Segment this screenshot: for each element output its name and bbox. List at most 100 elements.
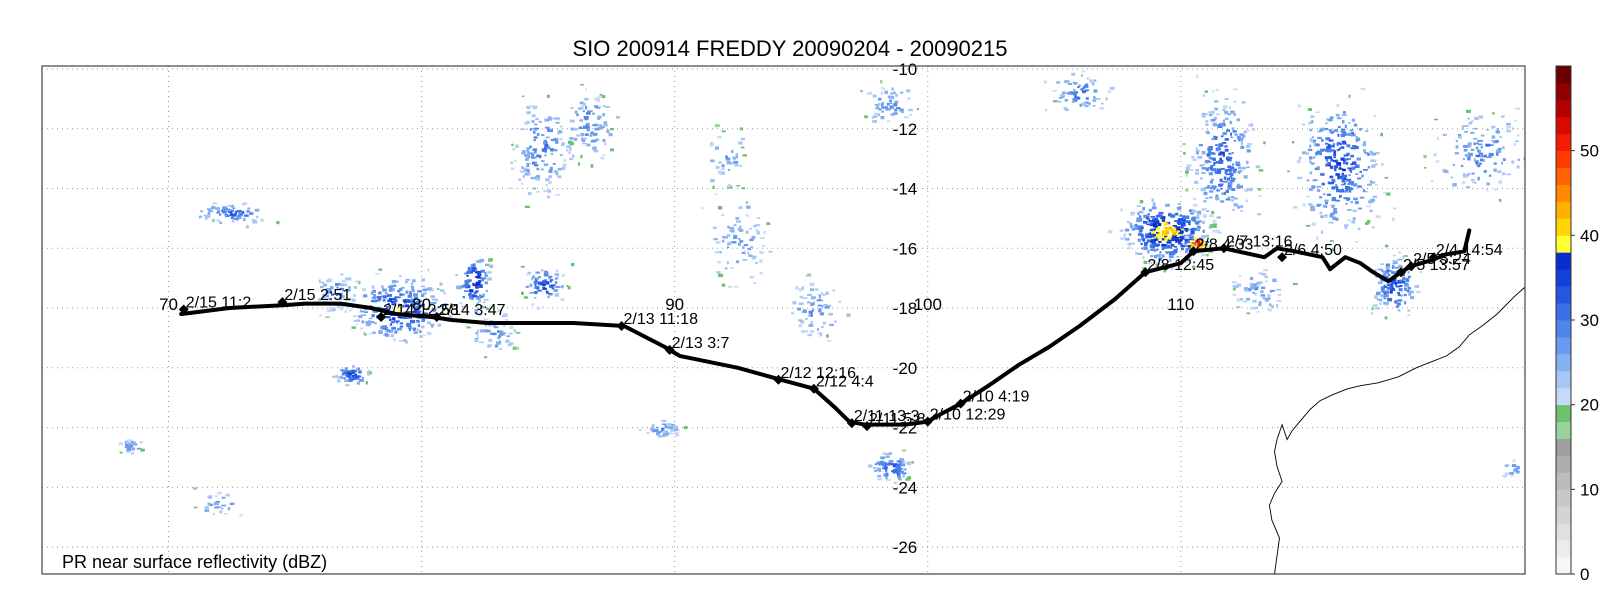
rain-cell (818, 332, 822, 335)
rain-cell (1511, 464, 1517, 468)
rain-cell (582, 137, 587, 141)
rain-cell (1078, 84, 1081, 88)
rain-cell (1357, 185, 1362, 188)
rain-cell (536, 306, 540, 310)
rain-cell (1195, 169, 1199, 172)
rain-cell (531, 114, 536, 118)
rain-cell (1194, 221, 1200, 225)
rain-cell (798, 325, 802, 328)
rain-cell (509, 325, 514, 330)
rain-cell (235, 217, 239, 221)
rain-cell (1342, 162, 1348, 165)
rain-cell (1129, 222, 1133, 226)
rain-cell (899, 108, 904, 112)
rain-cell (345, 373, 349, 377)
coastline (1268, 286, 1525, 574)
rain-cell (571, 154, 575, 158)
rain-cell (329, 285, 334, 290)
rain-cell (1468, 142, 1472, 146)
rain-cell (871, 116, 875, 119)
rain-cell (1472, 179, 1475, 184)
rain-cell (533, 281, 537, 284)
rain-cell (1154, 254, 1158, 259)
rain-cell (1498, 180, 1503, 184)
rain-cell (1071, 91, 1076, 95)
rain-cell (1148, 208, 1152, 212)
rain-cell (1314, 167, 1320, 171)
rain-cell (1404, 283, 1409, 287)
rain-cell (546, 291, 549, 295)
rain-cell (805, 330, 808, 333)
rain-cell (1494, 188, 1498, 191)
rain-cell (1128, 233, 1132, 236)
rain-cell (550, 148, 554, 152)
rain-cell (1378, 281, 1383, 285)
rain-cell (489, 306, 492, 309)
rain-cell (900, 91, 904, 94)
rain-cell (1217, 124, 1223, 128)
rain-cell (514, 144, 519, 147)
rain-cell (1080, 74, 1084, 77)
rain-cell (729, 227, 735, 230)
track-marker (376, 312, 387, 323)
rain-cell (1316, 236, 1319, 240)
rain-cell (1463, 145, 1468, 148)
rain-cell (906, 89, 911, 93)
rain-cell (1066, 92, 1072, 95)
rain-cell (1225, 198, 1231, 201)
rain-cell (484, 274, 488, 277)
rain-cell (901, 472, 907, 475)
rain-cell (1138, 252, 1143, 255)
rain-cell (885, 472, 889, 476)
rain-cell (1336, 142, 1339, 146)
rain-cell (477, 314, 482, 317)
rain-cell (1173, 249, 1178, 253)
rain-cell (1476, 142, 1479, 144)
rain-cell (592, 146, 597, 151)
rain-cell (361, 376, 364, 379)
rain-cell (1227, 165, 1232, 169)
rain-cell (391, 334, 394, 338)
rain-cell (1218, 143, 1222, 146)
rain-cell (898, 470, 903, 473)
rain-cell (1232, 287, 1236, 291)
rain-cell (880, 116, 885, 120)
rain-cell (1470, 132, 1475, 134)
rain-cell (1341, 179, 1346, 183)
rain-cell (1062, 91, 1067, 95)
rain-cell (1209, 214, 1214, 218)
rain-cell (1309, 160, 1312, 164)
rain-cell (585, 106, 588, 110)
rain-cell (505, 339, 510, 343)
rain-cell (1093, 79, 1097, 82)
rain-cell (124, 440, 128, 444)
rain-cell (550, 279, 554, 282)
rain-cell (876, 478, 880, 481)
rain-cell (525, 120, 530, 125)
rain-cell (672, 427, 676, 431)
rain-cell (434, 299, 439, 302)
rain-cell (1371, 225, 1375, 229)
rain-cell (203, 214, 206, 217)
rain-cell (1479, 162, 1482, 165)
rain-cell (1161, 221, 1166, 224)
rain-cell (391, 321, 395, 324)
rain-cell (1384, 286, 1388, 288)
rain-cell (898, 467, 903, 470)
colorbar-bin (1556, 336, 1571, 355)
rain-cell (1224, 117, 1229, 120)
rain-cell (1356, 157, 1362, 161)
rain-cell (733, 285, 739, 288)
rain-cell (398, 287, 403, 291)
rain-cell (403, 339, 407, 342)
rain-cell (1169, 247, 1172, 249)
rain-cell (216, 219, 220, 222)
rain-cell (1327, 161, 1331, 165)
rain-cell (1156, 226, 1161, 230)
rain-cell (1350, 201, 1353, 204)
colorbar-bin (1556, 455, 1571, 473)
rain-cell (1176, 229, 1181, 233)
rain-cell (569, 137, 574, 140)
rain-cell (1309, 171, 1313, 175)
rain-cell (666, 423, 672, 426)
